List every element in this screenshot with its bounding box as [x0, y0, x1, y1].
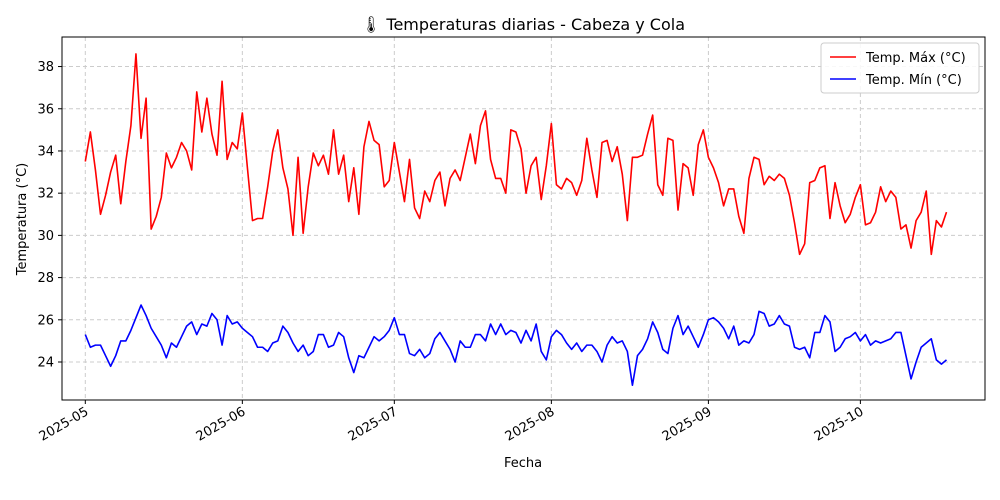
legend-label-max: Temp. Máx (°C)	[865, 51, 966, 66]
y-tick-label: 36	[37, 102, 54, 117]
y-tick-label: 30	[37, 229, 54, 244]
x-tick-label: 2025-06	[194, 404, 249, 444]
chart-title: 🌡 Temperaturas diarias - Cabeza y Cola	[361, 15, 685, 34]
legend: Temp. Máx (°C) Temp. Mín (°C)	[820, 42, 980, 94]
y-axis: 24 26 28 30 32 34 36 38	[37, 60, 62, 371]
y-tick-label: 34	[37, 144, 54, 159]
series-layer	[84, 53, 948, 387]
y-tick-label: 38	[37, 60, 54, 75]
plot-frame	[61, 36, 986, 401]
x-tick-label: 2025-10	[812, 404, 867, 444]
x-tick-label: 2025-08	[503, 404, 558, 444]
x-tick-label: 2025-09	[660, 404, 715, 444]
y-tick-label: 26	[37, 313, 54, 328]
y-axis-label: Temperatura (°C)	[15, 163, 30, 276]
series-line-min	[84, 304, 948, 387]
legend-label-min: Temp. Mín (°C)	[865, 73, 962, 88]
series-line-max	[84, 53, 948, 256]
legend-box	[820, 42, 980, 94]
y-tick-label: 24	[37, 356, 54, 371]
x-tick-label: 2025-07	[346, 404, 401, 444]
x-axis-label: Fecha	[504, 456, 542, 471]
y-tick-label: 32	[37, 187, 54, 202]
x-axis: 2025-05 2025-06 2025-07 2025-08 2025-09 2025-…	[37, 400, 867, 445]
x-tick-label: 2025-05	[37, 404, 92, 444]
y-tick-label: 28	[37, 271, 54, 286]
